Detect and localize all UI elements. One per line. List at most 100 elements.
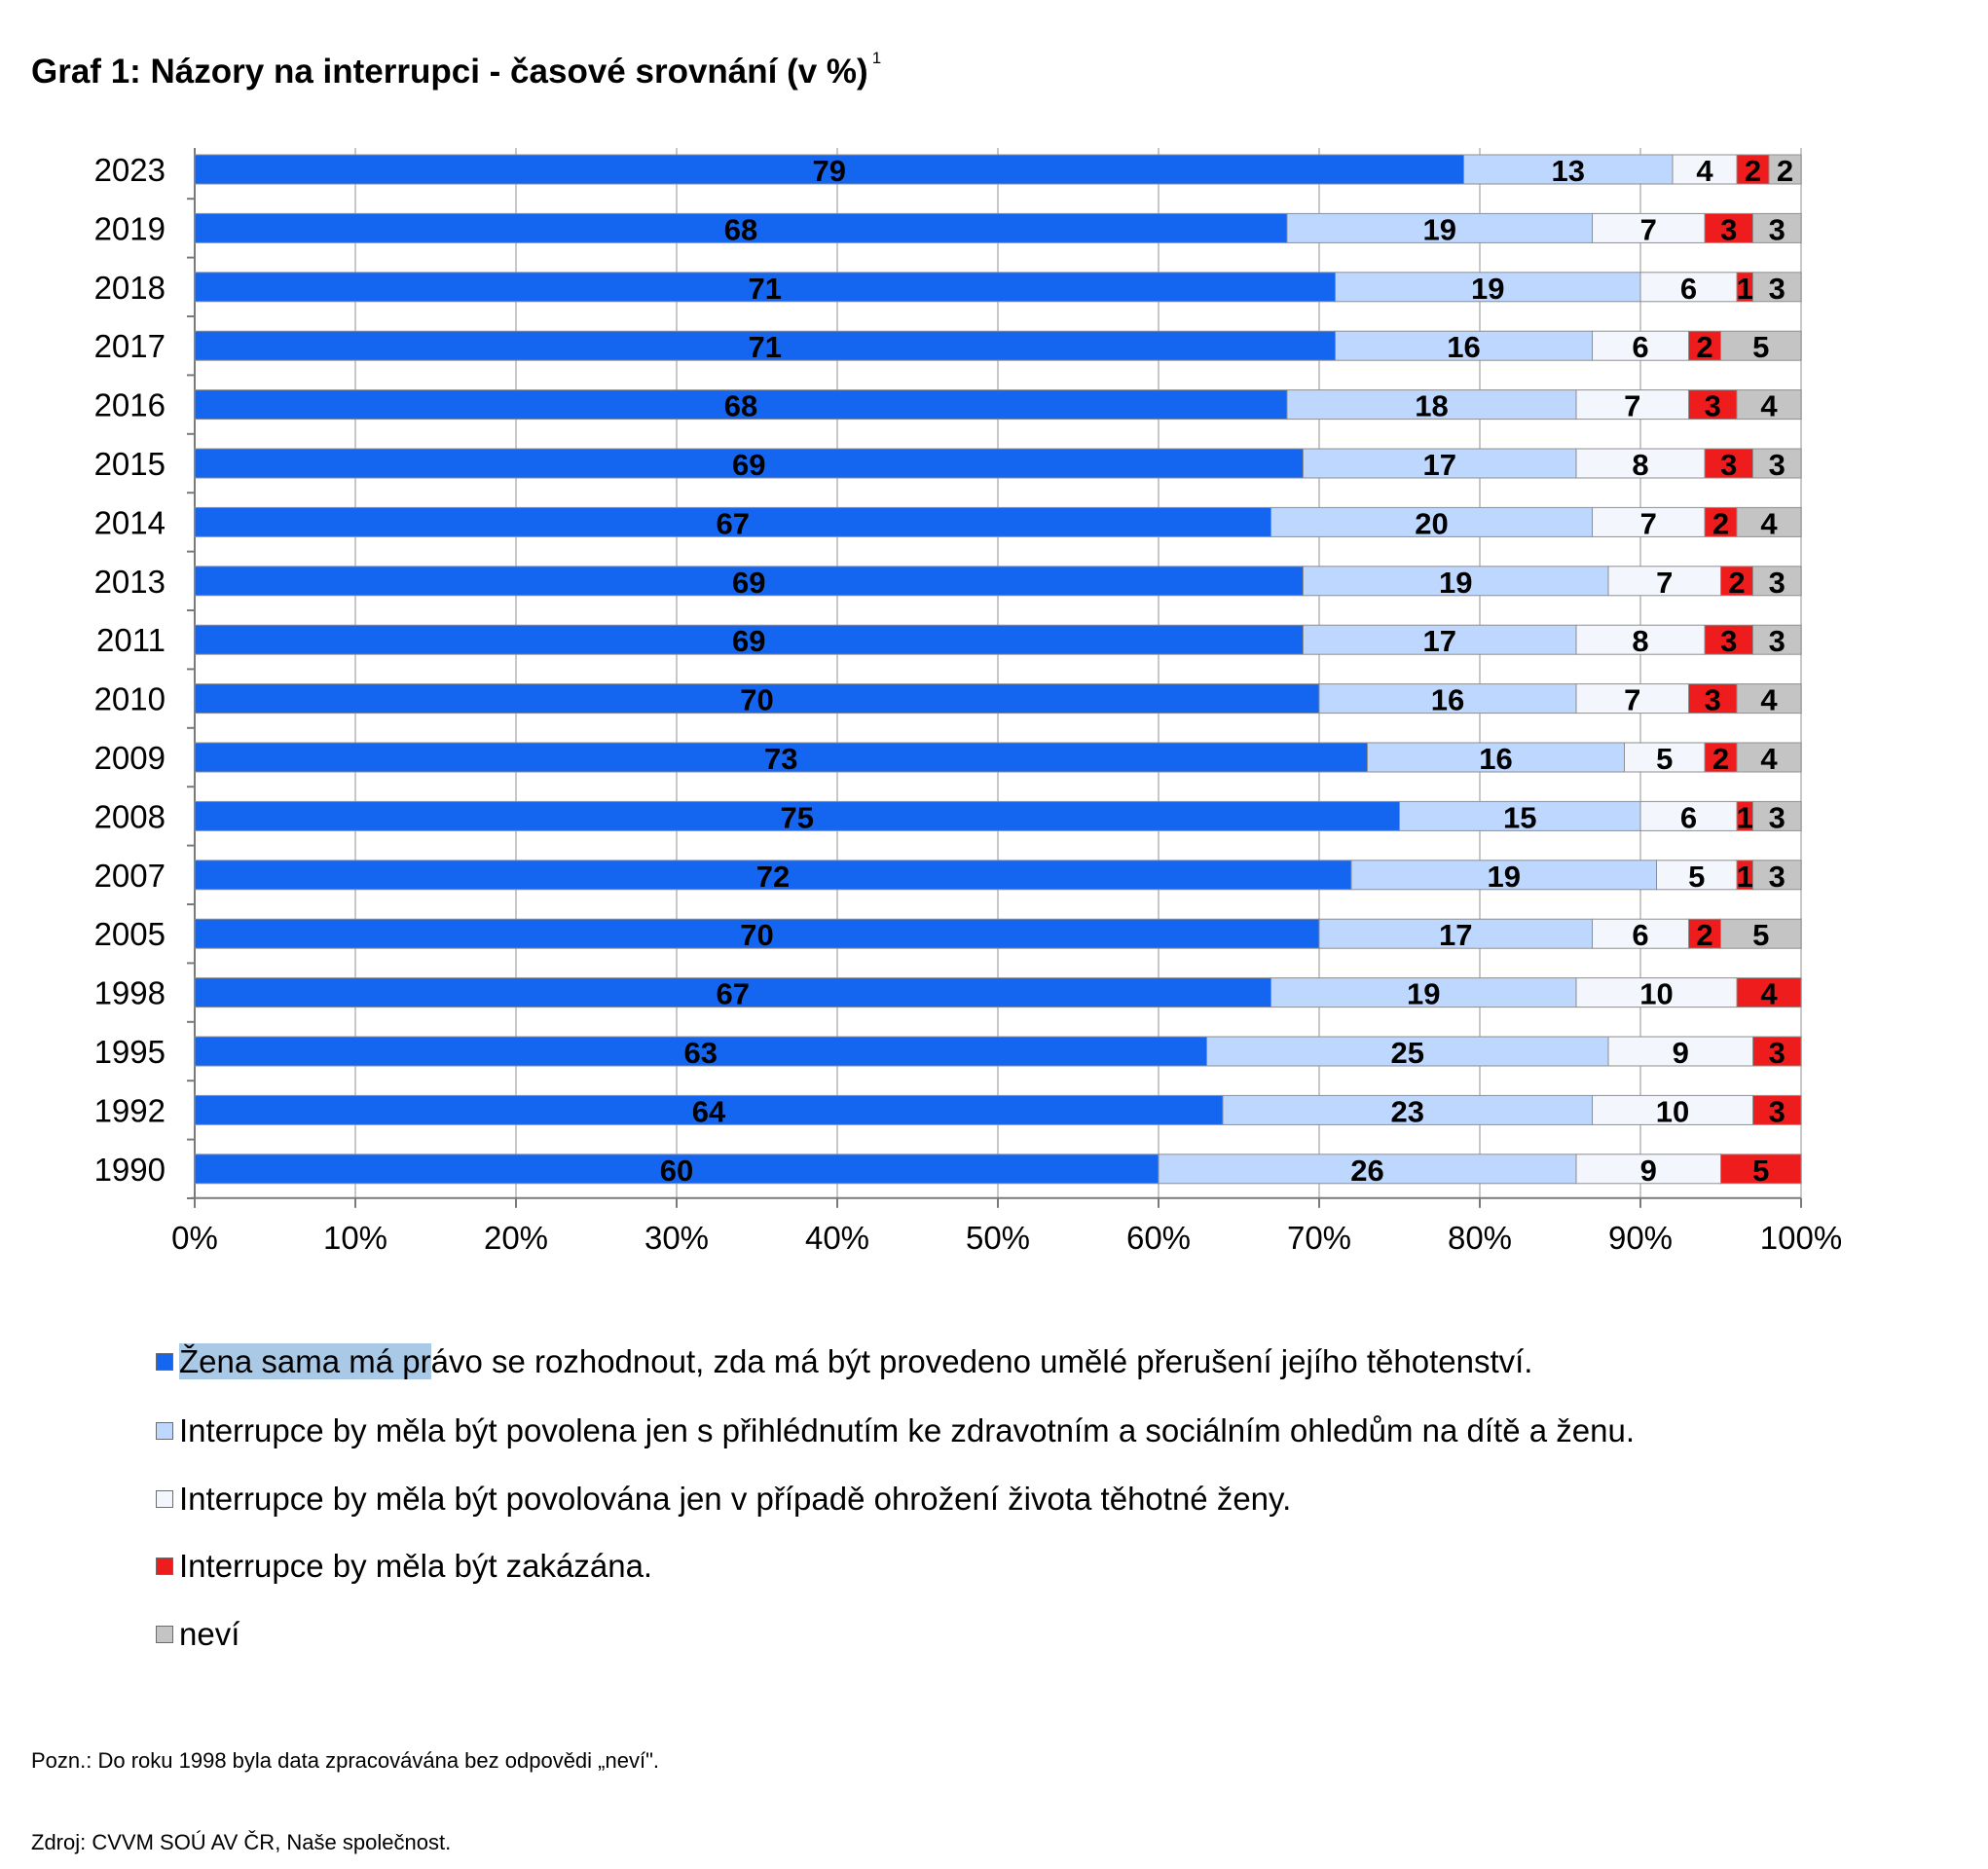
data-label: 69: [732, 566, 765, 600]
bar-segment: [1688, 918, 1721, 949]
footnote-mark: 1: [871, 49, 882, 67]
bar-segment: [1736, 683, 1802, 715]
chart: 0% 10% 20% 30% 40% 50% 60% 70% 80% 90% 100%2023 79 1…: [94, 148, 1842, 1256]
x-tick-label: 70%: [1287, 1220, 1351, 1256]
data-label: 10: [1639, 977, 1673, 1011]
category-label: 1998: [94, 975, 166, 1011]
bar-segment: [1318, 918, 1593, 949]
data-label: 67: [717, 506, 750, 540]
legend-item-ohrozeni-zivota: Interrupce by měla být povolována jen v …: [156, 1481, 1291, 1518]
bar-segment: [1704, 742, 1738, 773]
bar-segment: [1270, 977, 1577, 1008]
bar-segment: [194, 624, 1304, 655]
data-label: 75: [781, 800, 814, 834]
data-label: 64: [692, 1094, 726, 1128]
legend-item-povolena-ohledy: Interrupce by měla být povolena jen s př…: [156, 1412, 1635, 1449]
data-label: 19: [1471, 272, 1504, 306]
bar-segment: [1575, 624, 1706, 655]
data-label: 19: [1488, 860, 1521, 894]
data-label: 3: [1769, 624, 1786, 658]
chart-title: Graf 1: Názory na interrupci - časové sr…: [31, 49, 882, 91]
x-tick-label: 30%: [644, 1220, 709, 1256]
legend-label: neví: [179, 1616, 240, 1652]
bar-segment: [1270, 506, 1593, 537]
data-label: 4: [1760, 742, 1778, 776]
bar-segment: [1639, 800, 1738, 831]
bar-segment: [1720, 918, 1802, 949]
legend-swatch: [156, 1490, 173, 1508]
bar-segment: [1350, 860, 1657, 891]
x-tick-label: 80%: [1448, 1220, 1512, 1256]
data-label: 19: [1407, 977, 1440, 1011]
legend-label: Interrupce by měla být zakázána.: [179, 1548, 653, 1584]
x-tick-label: 20%: [484, 1220, 548, 1256]
data-label: 4: [1760, 683, 1778, 717]
data-label: 68: [724, 389, 757, 423]
data-label: 6: [1632, 330, 1648, 364]
bar-segment: [1206, 1036, 1609, 1067]
bar-segment: [1607, 1036, 1753, 1067]
x-tick-label: 90%: [1608, 1220, 1673, 1256]
bar-segment: [1704, 506, 1738, 537]
data-label: 4: [1760, 977, 1778, 1011]
data-label: 19: [1423, 212, 1456, 246]
category-label: 2014: [94, 504, 166, 540]
data-label: 4: [1760, 506, 1778, 540]
bar-segment: [1736, 506, 1802, 537]
legend-item-nevi: neví: [156, 1616, 239, 1653]
category-label: 2018: [94, 270, 166, 306]
category-label: 2005: [94, 916, 166, 952]
bar-segment: [1592, 506, 1706, 537]
bar-segment: [1639, 272, 1738, 303]
data-label: 5: [1656, 742, 1673, 776]
bar-segment: [194, 389, 1288, 421]
bar-segment: [1318, 683, 1577, 715]
data-label: 7: [1656, 566, 1673, 600]
bar-segment: [1303, 448, 1577, 479]
bar-segment: [1592, 212, 1706, 243]
category-label: 2017: [94, 328, 166, 364]
data-label: 71: [749, 272, 782, 306]
data-label: 5: [1752, 330, 1769, 364]
data-label: 15: [1503, 800, 1536, 834]
bar-segment: [1752, 860, 1802, 891]
x-tick-label: 10%: [323, 1220, 387, 1256]
x-tick-label: 40%: [805, 1220, 869, 1256]
data-label: 1: [1737, 272, 1753, 306]
bar-segment: [1592, 330, 1689, 361]
data-label: 17: [1423, 624, 1456, 658]
data-label: 73: [764, 742, 797, 776]
category-label: 2023: [94, 152, 166, 188]
bar-segment: [1575, 448, 1706, 479]
data-label: 7: [1624, 389, 1640, 423]
category-label: 2015: [94, 446, 166, 482]
bar-segment: [1575, 389, 1689, 421]
bar-segment: [1720, 330, 1802, 361]
data-label: 3: [1720, 448, 1737, 482]
bar-segment: [194, 977, 1271, 1008]
data-label: 9: [1640, 1154, 1657, 1188]
data-label: 3: [1769, 448, 1786, 482]
bar-segment: [1575, 977, 1738, 1008]
legend-swatch: [156, 1626, 173, 1643]
bar-segment: [1335, 272, 1641, 303]
data-label: 8: [1632, 448, 1648, 482]
bar-segment: [194, 683, 1320, 715]
data-label: 2: [1712, 506, 1729, 540]
data-label: 79: [813, 154, 846, 188]
data-label: 16: [1479, 742, 1512, 776]
chart-note: Pozn.: Do roku 1998 byla data zpracovává…: [31, 1748, 659, 1773]
bar-segment: [1752, 1036, 1802, 1067]
bar-segment: [194, 154, 1464, 185]
data-label: 70: [740, 918, 773, 952]
category-label: 2019: [94, 210, 166, 246]
data-label: 23: [1391, 1094, 1424, 1128]
category-label: 1990: [94, 1152, 166, 1188]
bar-segment: [1286, 389, 1577, 421]
category-label: 2010: [94, 681, 166, 717]
bar-segment: [1688, 389, 1738, 421]
data-label: 17: [1423, 448, 1456, 482]
bar-segment: [194, 860, 1352, 891]
x-tick-label: 50%: [966, 1220, 1030, 1256]
legend-item-zakazana: Interrupce by měla být zakázána.: [156, 1548, 652, 1585]
